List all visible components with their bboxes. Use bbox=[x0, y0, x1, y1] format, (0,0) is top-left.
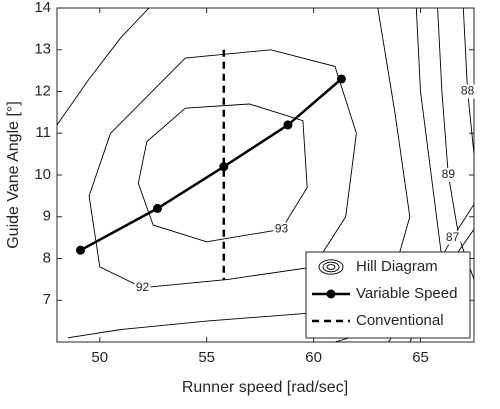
contour-line bbox=[57, 8, 357, 289]
contour-label-bg bbox=[440, 168, 457, 182]
y-tick-label: 8 bbox=[43, 249, 51, 266]
legend-icon bbox=[322, 261, 340, 273]
contour-label: 88 bbox=[461, 84, 475, 98]
y-tick-label: 10 bbox=[34, 166, 51, 183]
y-tick-label: 11 bbox=[35, 124, 51, 141]
point bbox=[283, 120, 293, 130]
x-axis-label: Runner speed [rad/sec] bbox=[182, 379, 348, 396]
contour-label-bg bbox=[134, 280, 151, 295]
y-tick-label: 7 bbox=[43, 291, 51, 308]
point bbox=[219, 162, 229, 172]
contour-label-bg bbox=[273, 222, 290, 237]
legend-icon bbox=[326, 264, 336, 270]
y-tick-label: 14 bbox=[34, 0, 51, 16]
legend-label: Variable Speed bbox=[356, 285, 457, 302]
point bbox=[336, 74, 346, 84]
legend-icon bbox=[318, 259, 344, 275]
contour-label-bg bbox=[459, 84, 476, 99]
y-tick-label: 12 bbox=[34, 82, 51, 99]
contour-label: 87 bbox=[446, 230, 460, 244]
point bbox=[153, 203, 163, 213]
contour-line bbox=[137, 103, 308, 243]
point bbox=[76, 245, 86, 255]
x-tick-label: 60 bbox=[305, 349, 322, 366]
x-tick-label: 65 bbox=[412, 349, 429, 366]
legend-label: Conventional bbox=[356, 312, 444, 329]
y-axis-label: Guide Vane Angle [°] bbox=[5, 101, 22, 249]
contour-label: 92 bbox=[136, 280, 150, 294]
contour-label: 89 bbox=[442, 167, 456, 181]
y-tick-label: 13 bbox=[34, 41, 51, 58]
contour-label-bg bbox=[444, 230, 461, 245]
legend-label: Hill Diagram bbox=[356, 258, 438, 275]
legend-icon bbox=[326, 289, 336, 299]
y-tick-label: 9 bbox=[43, 208, 51, 225]
x-tick-label: 50 bbox=[91, 349, 108, 366]
contour-label: 93 bbox=[275, 221, 289, 235]
x-tick-label: 55 bbox=[198, 349, 215, 366]
